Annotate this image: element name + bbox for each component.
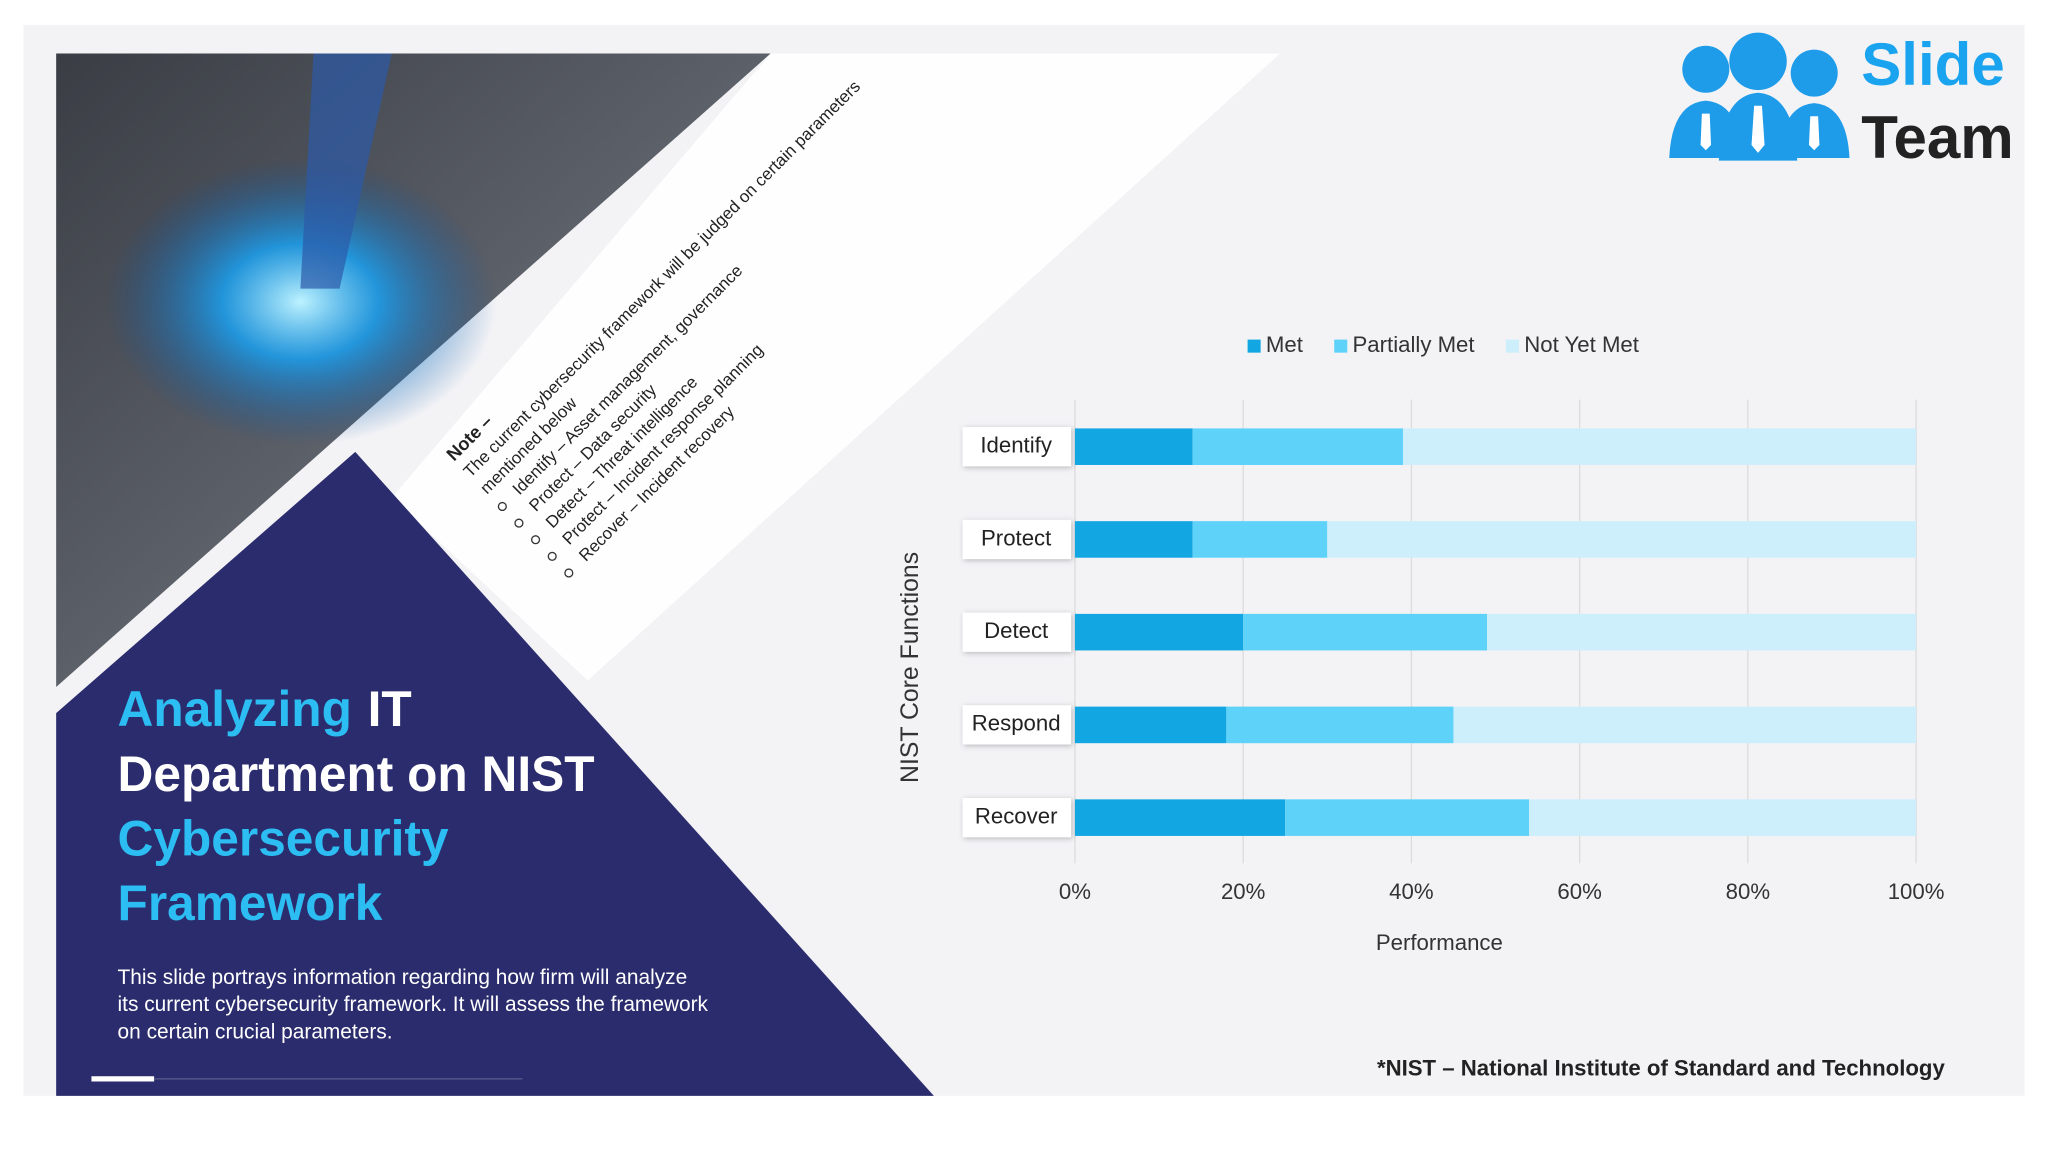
title-line: Cybersecurity: [118, 811, 449, 867]
title-part: Cybersecurity: [118, 811, 449, 867]
bar-segment: [1192, 428, 1403, 465]
title-line: Department on NIST: [118, 746, 595, 802]
y-tick-label: Protect: [981, 525, 1051, 550]
bar-segment: [1402, 428, 1917, 465]
title-part: IT: [368, 681, 412, 737]
description-line: This slide portrays information regardin…: [118, 966, 688, 989]
x-tick-label: 100%: [1888, 879, 1945, 904]
category-box: [962, 798, 1072, 838]
description-line: its current cybersecurity framework. It …: [118, 993, 709, 1016]
bar-segment: [1226, 706, 1454, 744]
x-tick-label: 80%: [1726, 879, 1770, 904]
bar-segment: [1243, 613, 1488, 651]
bullet: [564, 568, 574, 578]
title-part: Department on NIST: [118, 746, 595, 802]
logo-top: Slide: [1861, 31, 2005, 98]
category-box: [962, 519, 1072, 560]
bullet: [497, 501, 507, 512]
bar-segment: [1074, 428, 1193, 465]
title-part: Framework: [118, 875, 383, 931]
x-tick-label: 60%: [1557, 879, 1601, 904]
y-tick-label: Recover: [975, 803, 1058, 828]
bar-segment: [1192, 521, 1328, 558]
legend-label: Partially Met: [1353, 332, 1475, 357]
bar-segment: [1327, 521, 1917, 558]
y-tick-label: Identify: [980, 433, 1052, 458]
photo-tie: [300, 53, 392, 289]
photo-glow: [104, 158, 497, 446]
bar-segment: [1285, 799, 1530, 836]
bar-segment: [1487, 613, 1917, 651]
title-part: Analyzing: [118, 681, 352, 737]
bar-segment: [1074, 521, 1193, 558]
legend-label: Not Yet Met: [1524, 332, 1639, 357]
logo-bottom: Team: [1861, 104, 2013, 171]
description-line: on certain crucial parameters.: [118, 1021, 393, 1044]
bullet: [547, 551, 557, 561]
category-box: [962, 705, 1072, 745]
legend-label: Met: [1266, 332, 1303, 357]
category-box: [962, 427, 1072, 467]
bar-segment: [1074, 706, 1227, 744]
y-axis-label: NIST Core Functions: [897, 552, 924, 783]
bullet: [514, 518, 524, 528]
title-line: Analyzing IT: [118, 681, 412, 737]
legend-swatch: [1334, 339, 1348, 353]
bar-segment: [1529, 799, 1917, 836]
x-axis-label: Performance: [1376, 930, 1503, 955]
bar-segment: [1453, 706, 1917, 744]
bullet: [531, 535, 541, 545]
bar-segment: [1074, 799, 1286, 836]
y-tick-label: Respond: [972, 711, 1061, 736]
footnote: *NIST – National Institute of Standard a…: [1377, 1056, 1946, 1081]
diagonal-band: [391, 53, 1280, 681]
bar-segment: [1074, 613, 1244, 651]
x-tick-label: 20%: [1221, 879, 1265, 904]
x-tick-label: 0%: [1059, 879, 1091, 904]
title-panel: [56, 451, 934, 1096]
legend-swatch: [1247, 339, 1261, 353]
logo-icon: [1669, 32, 1850, 161]
y-tick-label: Detect: [984, 618, 1048, 643]
legend-swatch: [1505, 339, 1519, 353]
title-line: Framework: [118, 875, 383, 931]
x-tick-label: 40%: [1389, 879, 1433, 904]
category-box: [962, 612, 1072, 652]
